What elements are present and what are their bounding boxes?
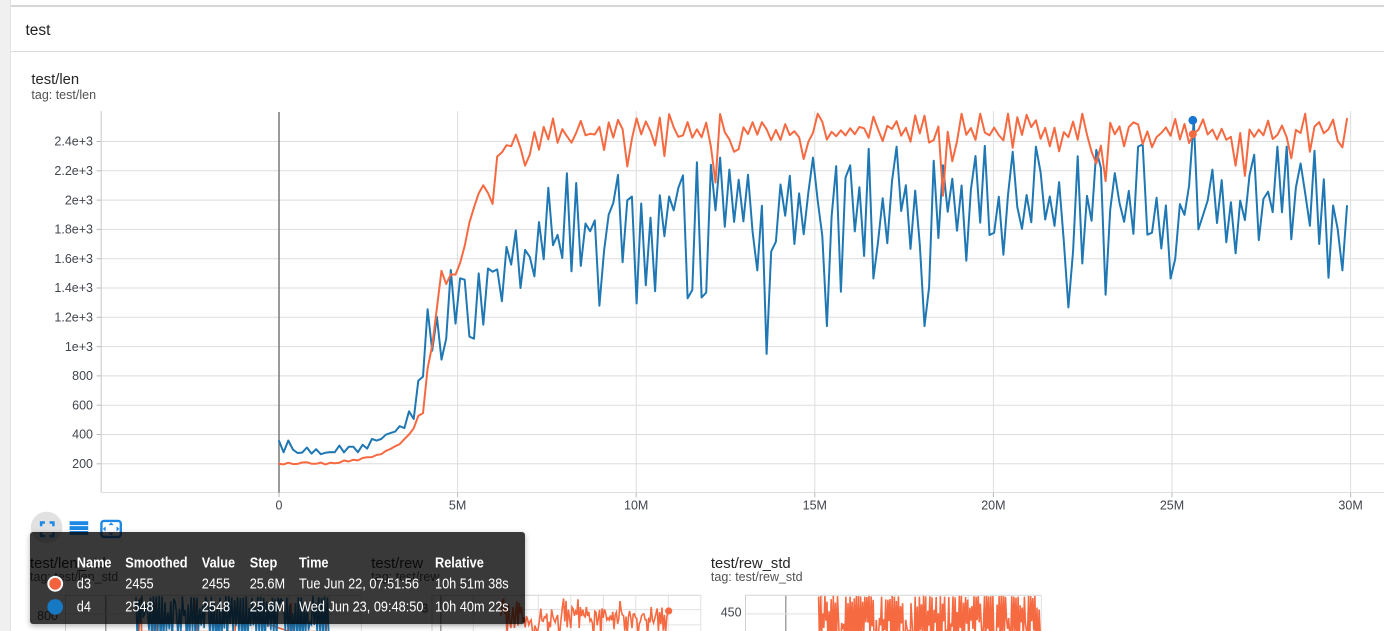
svg-text:10M: 10M bbox=[624, 499, 648, 513]
svg-text:5M: 5M bbox=[449, 499, 466, 513]
svg-text:Tue Jun 22, 07:51:56: Tue Jun 22, 07:51:56 bbox=[299, 574, 419, 591]
svg-text:15M: 15M bbox=[803, 499, 827, 513]
svg-text:1.2e+3: 1.2e+3 bbox=[54, 311, 93, 325]
svg-text:1.6e+3: 1.6e+3 bbox=[54, 252, 93, 266]
svg-text:800: 800 bbox=[72, 369, 93, 383]
svg-text:10h 51m 38s: 10h 51m 38s bbox=[435, 574, 509, 591]
svg-text:Step: Step bbox=[250, 553, 278, 570]
svg-text:Smoothed: Smoothed bbox=[125, 553, 187, 570]
svg-text:d4: d4 bbox=[77, 598, 91, 615]
svg-text:d3: d3 bbox=[77, 574, 91, 591]
svg-text:Relative: Relative bbox=[435, 553, 484, 570]
svg-text:30M: 30M bbox=[1338, 499, 1362, 513]
svg-text:25.6M: 25.6M bbox=[250, 598, 285, 615]
svg-text:600: 600 bbox=[72, 398, 93, 412]
svg-text:200: 200 bbox=[72, 457, 93, 471]
svg-text:2548: 2548 bbox=[202, 598, 231, 615]
svg-text:Time: Time bbox=[299, 553, 329, 570]
svg-text:2548: 2548 bbox=[125, 598, 154, 615]
svg-text:1e+3: 1e+3 bbox=[65, 340, 93, 354]
svg-text:Wed Jun 23, 09:48:50: Wed Jun 23, 09:48:50 bbox=[299, 598, 424, 615]
svg-text:1.4e+3: 1.4e+3 bbox=[54, 281, 93, 295]
svg-text:Name: Name bbox=[77, 553, 112, 570]
svg-text:2.4e+3: 2.4e+3 bbox=[54, 135, 93, 149]
svg-text:1.8e+3: 1.8e+3 bbox=[54, 223, 93, 237]
svg-text:2455: 2455 bbox=[202, 574, 231, 591]
svg-text:400: 400 bbox=[72, 428, 93, 442]
svg-text:2.2e+3: 2.2e+3 bbox=[54, 164, 93, 178]
svg-text:0: 0 bbox=[276, 499, 283, 513]
svg-text:2e+3: 2e+3 bbox=[65, 193, 93, 207]
svg-text:Value: Value bbox=[202, 553, 236, 570]
svg-text:2455: 2455 bbox=[125, 574, 154, 591]
svg-text:10h 40m 22s: 10h 40m 22s bbox=[435, 598, 509, 615]
svg-text:20M: 20M bbox=[981, 499, 1005, 513]
svg-text:25.6M: 25.6M bbox=[250, 574, 285, 591]
svg-text:450: 450 bbox=[721, 606, 742, 620]
svg-text:25M: 25M bbox=[1160, 499, 1184, 513]
